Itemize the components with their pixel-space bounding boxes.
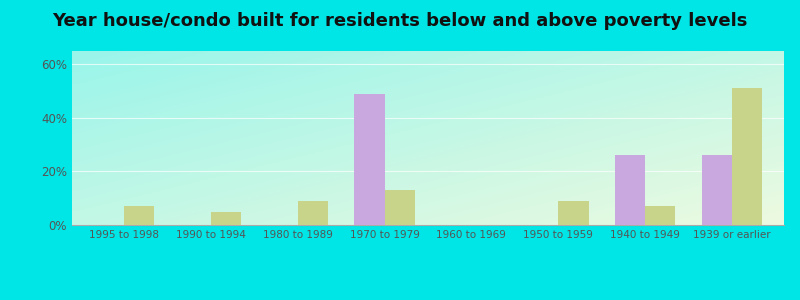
Text: Year house/condo built for residents below and above poverty levels: Year house/condo built for residents bel… xyxy=(52,12,748,30)
Bar xyxy=(702,155,732,225)
Bar xyxy=(211,212,242,225)
Bar xyxy=(354,94,385,225)
Bar xyxy=(558,201,589,225)
Bar xyxy=(645,206,675,225)
Bar xyxy=(614,155,645,225)
Bar xyxy=(385,190,415,225)
Bar xyxy=(732,88,762,225)
Bar xyxy=(124,206,154,225)
Bar xyxy=(298,201,328,225)
